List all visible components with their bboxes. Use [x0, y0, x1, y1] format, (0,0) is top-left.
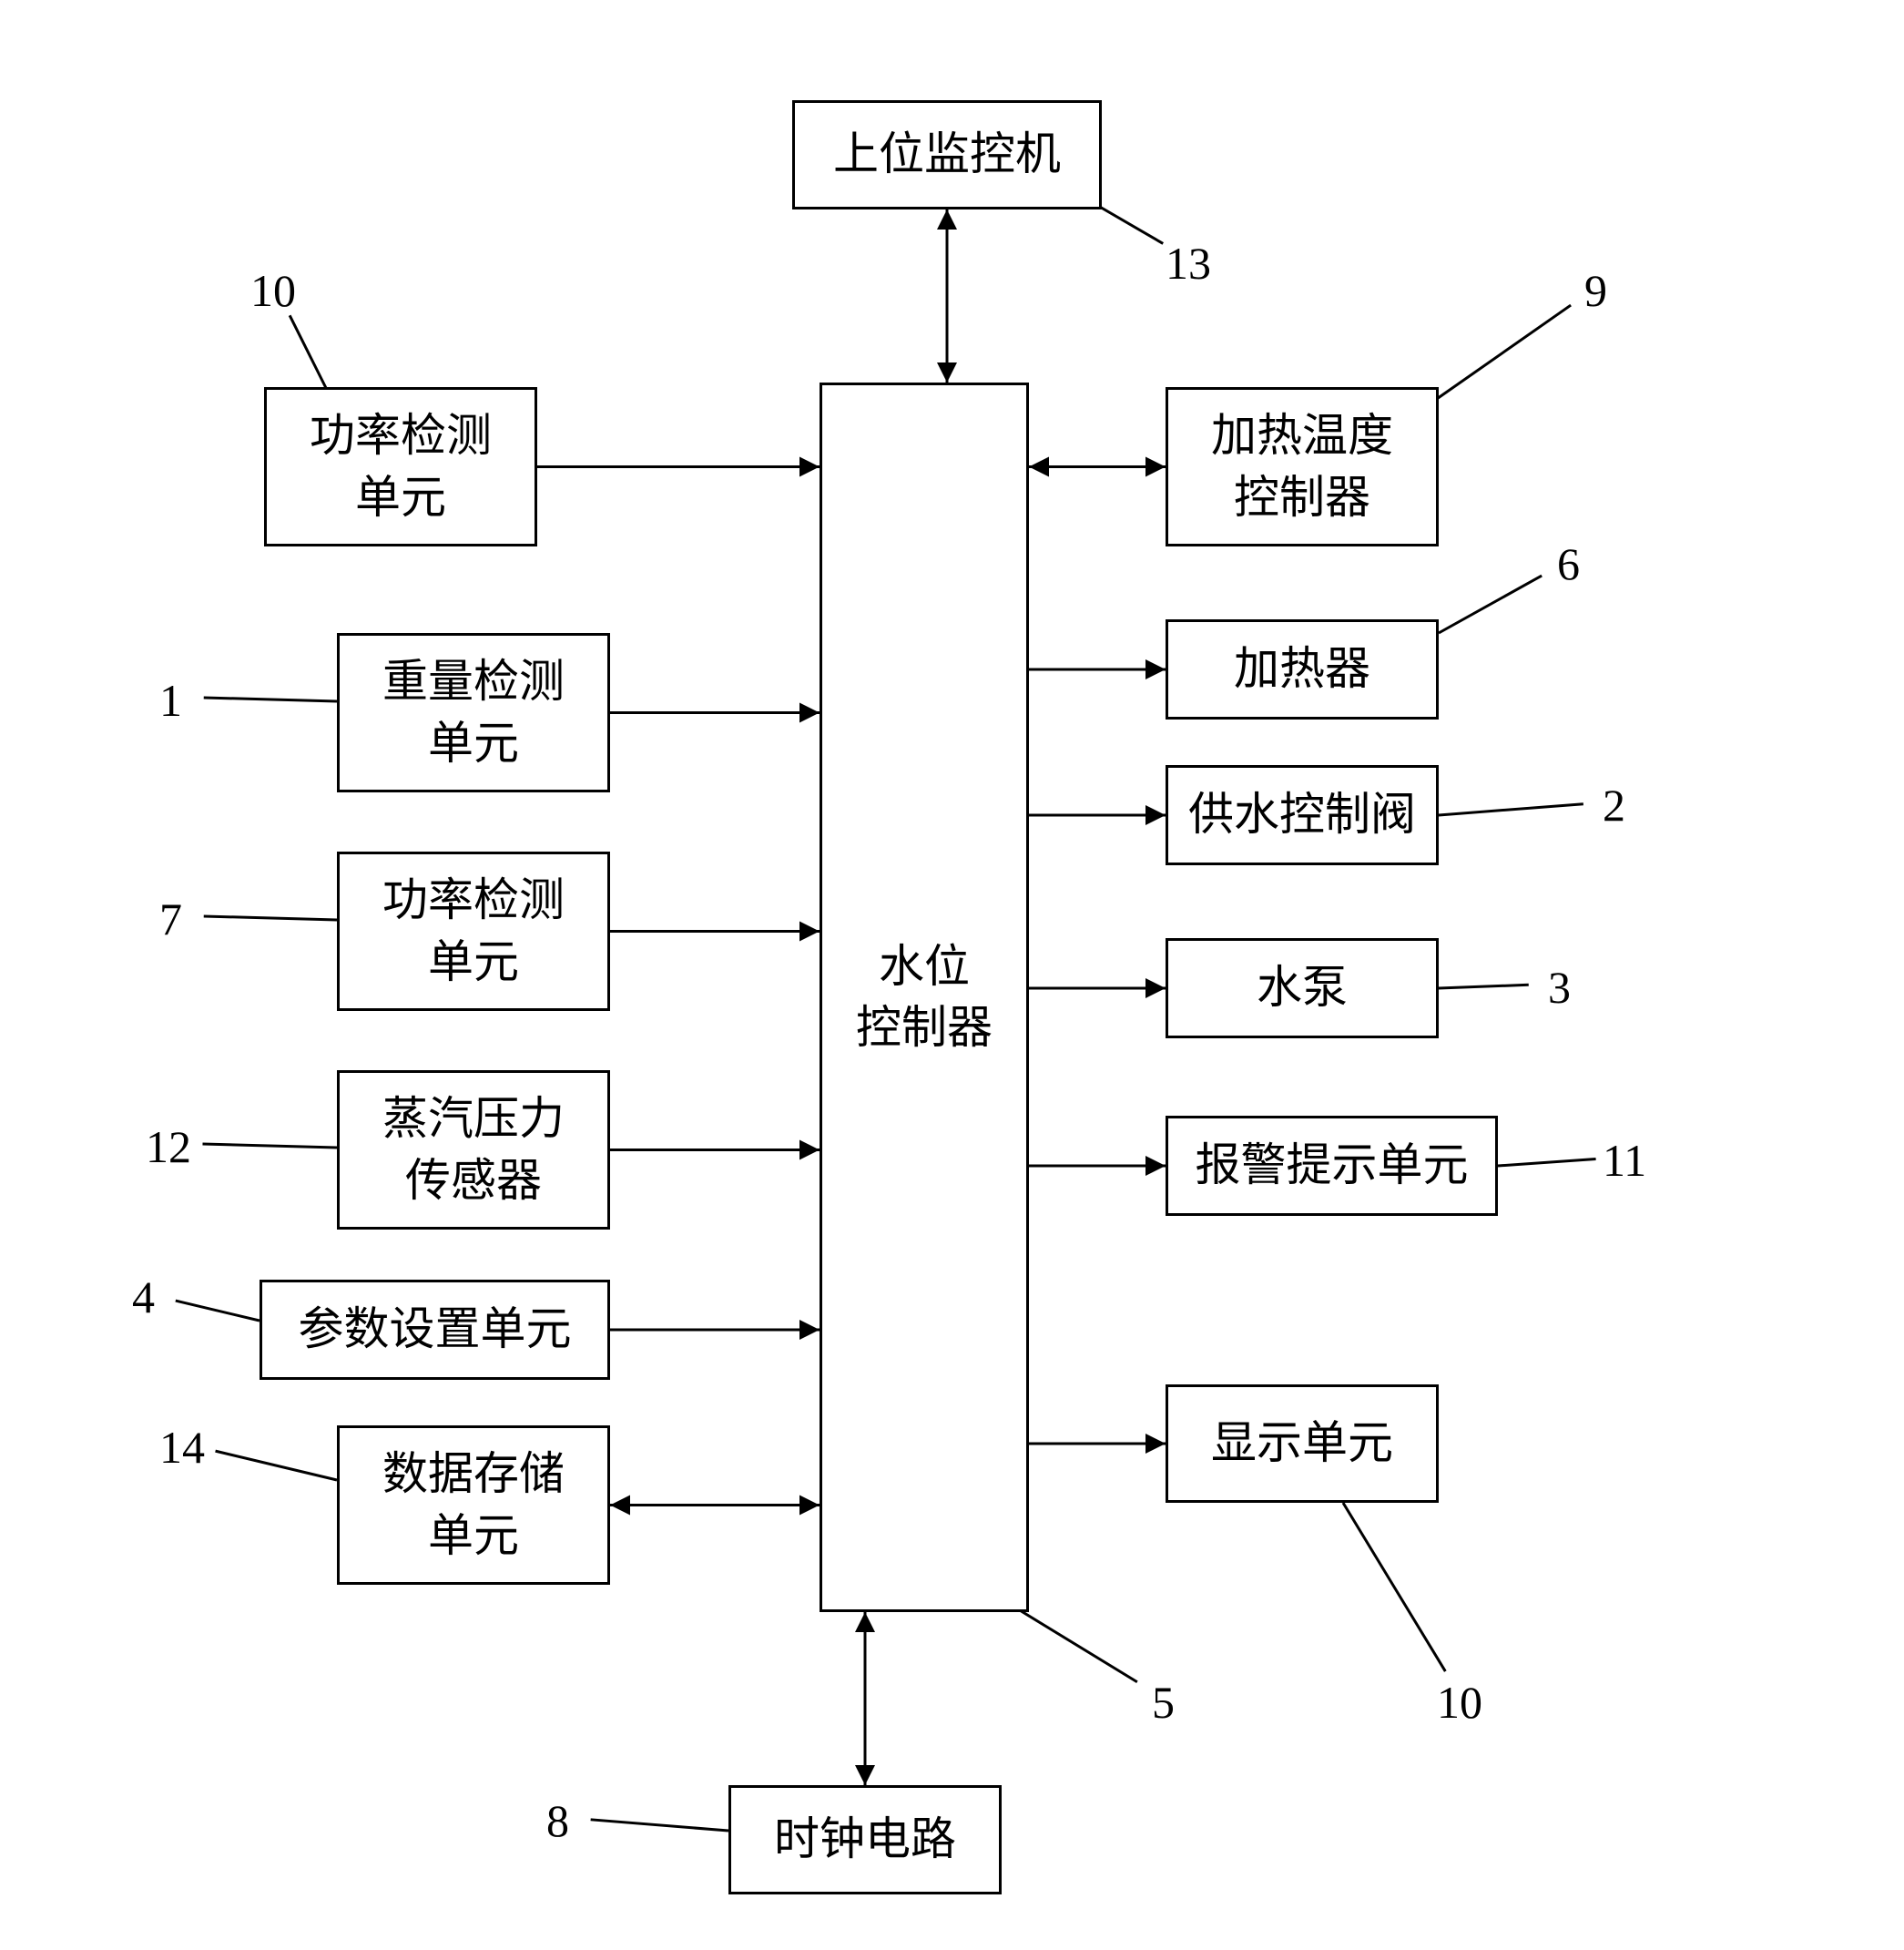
box-weight-det: 重量检测 单元 [337, 633, 610, 792]
ref-label-9: 9 [1584, 264, 1607, 317]
box-alarm: 报警提示单元 [1166, 1116, 1498, 1216]
ref-label-2: 2 [1603, 779, 1625, 832]
box-storage: 数据存储 单元 [337, 1425, 610, 1585]
ref-label-8: 8 [546, 1794, 569, 1847]
box-valve: 供水控制阀 [1166, 765, 1439, 865]
box-controller: 水位 控制器 [820, 383, 1029, 1612]
box-clock: 时钟电路 [728, 1785, 1002, 1894]
box-pump: 水泵 [1166, 938, 1439, 1038]
box-display: 显示单元 [1166, 1384, 1439, 1503]
box-heat-ctrl: 加热温度 控制器 [1166, 387, 1439, 546]
box-host: 上位监控机 [792, 100, 1102, 209]
ref-label-12: 12 [146, 1120, 191, 1173]
ref-label-4: 4 [132, 1271, 155, 1323]
ref-label-10: 10 [1437, 1676, 1482, 1729]
box-params: 参数设置单元 [260, 1280, 610, 1380]
box-steam: 蒸汽压力 传感器 [337, 1070, 610, 1230]
block-diagram: 水位 控制器上位监控机功率检测 单元重量检测 单元功率检测 单元蒸汽压力 传感器… [0, 0, 1904, 1950]
ref-label-5: 5 [1152, 1676, 1175, 1729]
ref-label-3: 3 [1548, 961, 1571, 1014]
ref-label-7: 7 [159, 893, 182, 945]
ref-label-6: 6 [1557, 537, 1580, 590]
ref-label-13: 13 [1166, 237, 1211, 290]
ref-label-11: 11 [1603, 1134, 1646, 1187]
ref-label-14: 14 [159, 1421, 205, 1474]
box-heater: 加热器 [1166, 619, 1439, 720]
box-power-det-2: 功率检测 单元 [337, 852, 610, 1011]
ref-label-1: 1 [159, 674, 182, 727]
ref-label-10: 10 [250, 264, 296, 317]
box-power-det-1: 功率检测 单元 [264, 387, 537, 546]
